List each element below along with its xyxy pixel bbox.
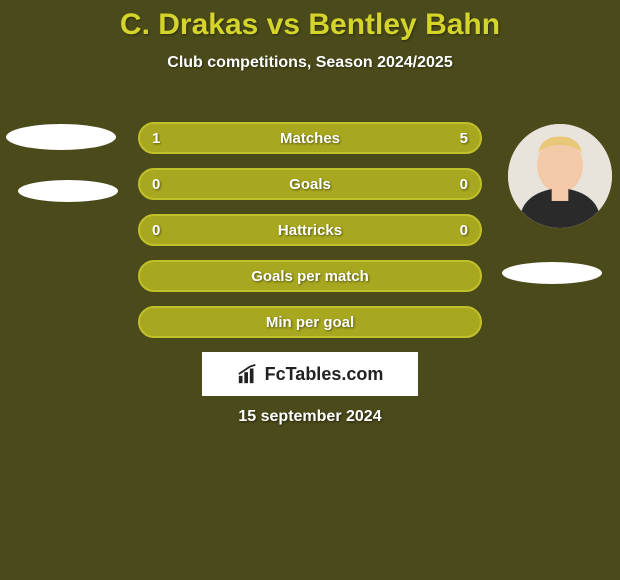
date-text: 15 september 2024 [0,408,620,426]
stats-container: 1 Matches 5 0 Goals 0 0 Hattricks 0 Goal… [138,122,482,352]
stat-left-value: 0 [152,176,160,193]
stat-label: Goals [289,176,331,193]
stat-row-matches: 1 Matches 5 [138,122,482,154]
stat-right-value: 0 [460,222,468,239]
avatar-icon [508,124,612,228]
stat-row-mpg: Min per goal [138,306,482,338]
player-right-badge [502,262,602,284]
stat-row-goals: 0 Goals 0 [138,168,482,200]
watermark: FcTables.com [202,352,418,396]
stat-left-value: 0 [152,222,160,239]
stat-right-value: 0 [460,176,468,193]
player-left-badge-1 [6,124,116,150]
stat-label: Hattricks [278,222,342,239]
stat-row-hattricks: 0 Hattricks 0 [138,214,482,246]
stat-row-gpm: Goals per match [138,260,482,292]
stat-right-value: 5 [460,130,468,147]
page-title: C. Drakas vs Bentley Bahn [0,0,620,42]
subtitle: Club competitions, Season 2024/2025 [0,54,620,72]
stat-label: Min per goal [266,314,354,331]
stat-label: Matches [280,130,340,147]
player-left-badge-2 [18,180,118,202]
stat-left-value: 1 [152,130,160,147]
watermark-text: FcTables.com [265,364,384,385]
stat-label: Goals per match [251,268,369,285]
chart-icon [237,363,259,385]
player-right-avatar [508,124,612,228]
